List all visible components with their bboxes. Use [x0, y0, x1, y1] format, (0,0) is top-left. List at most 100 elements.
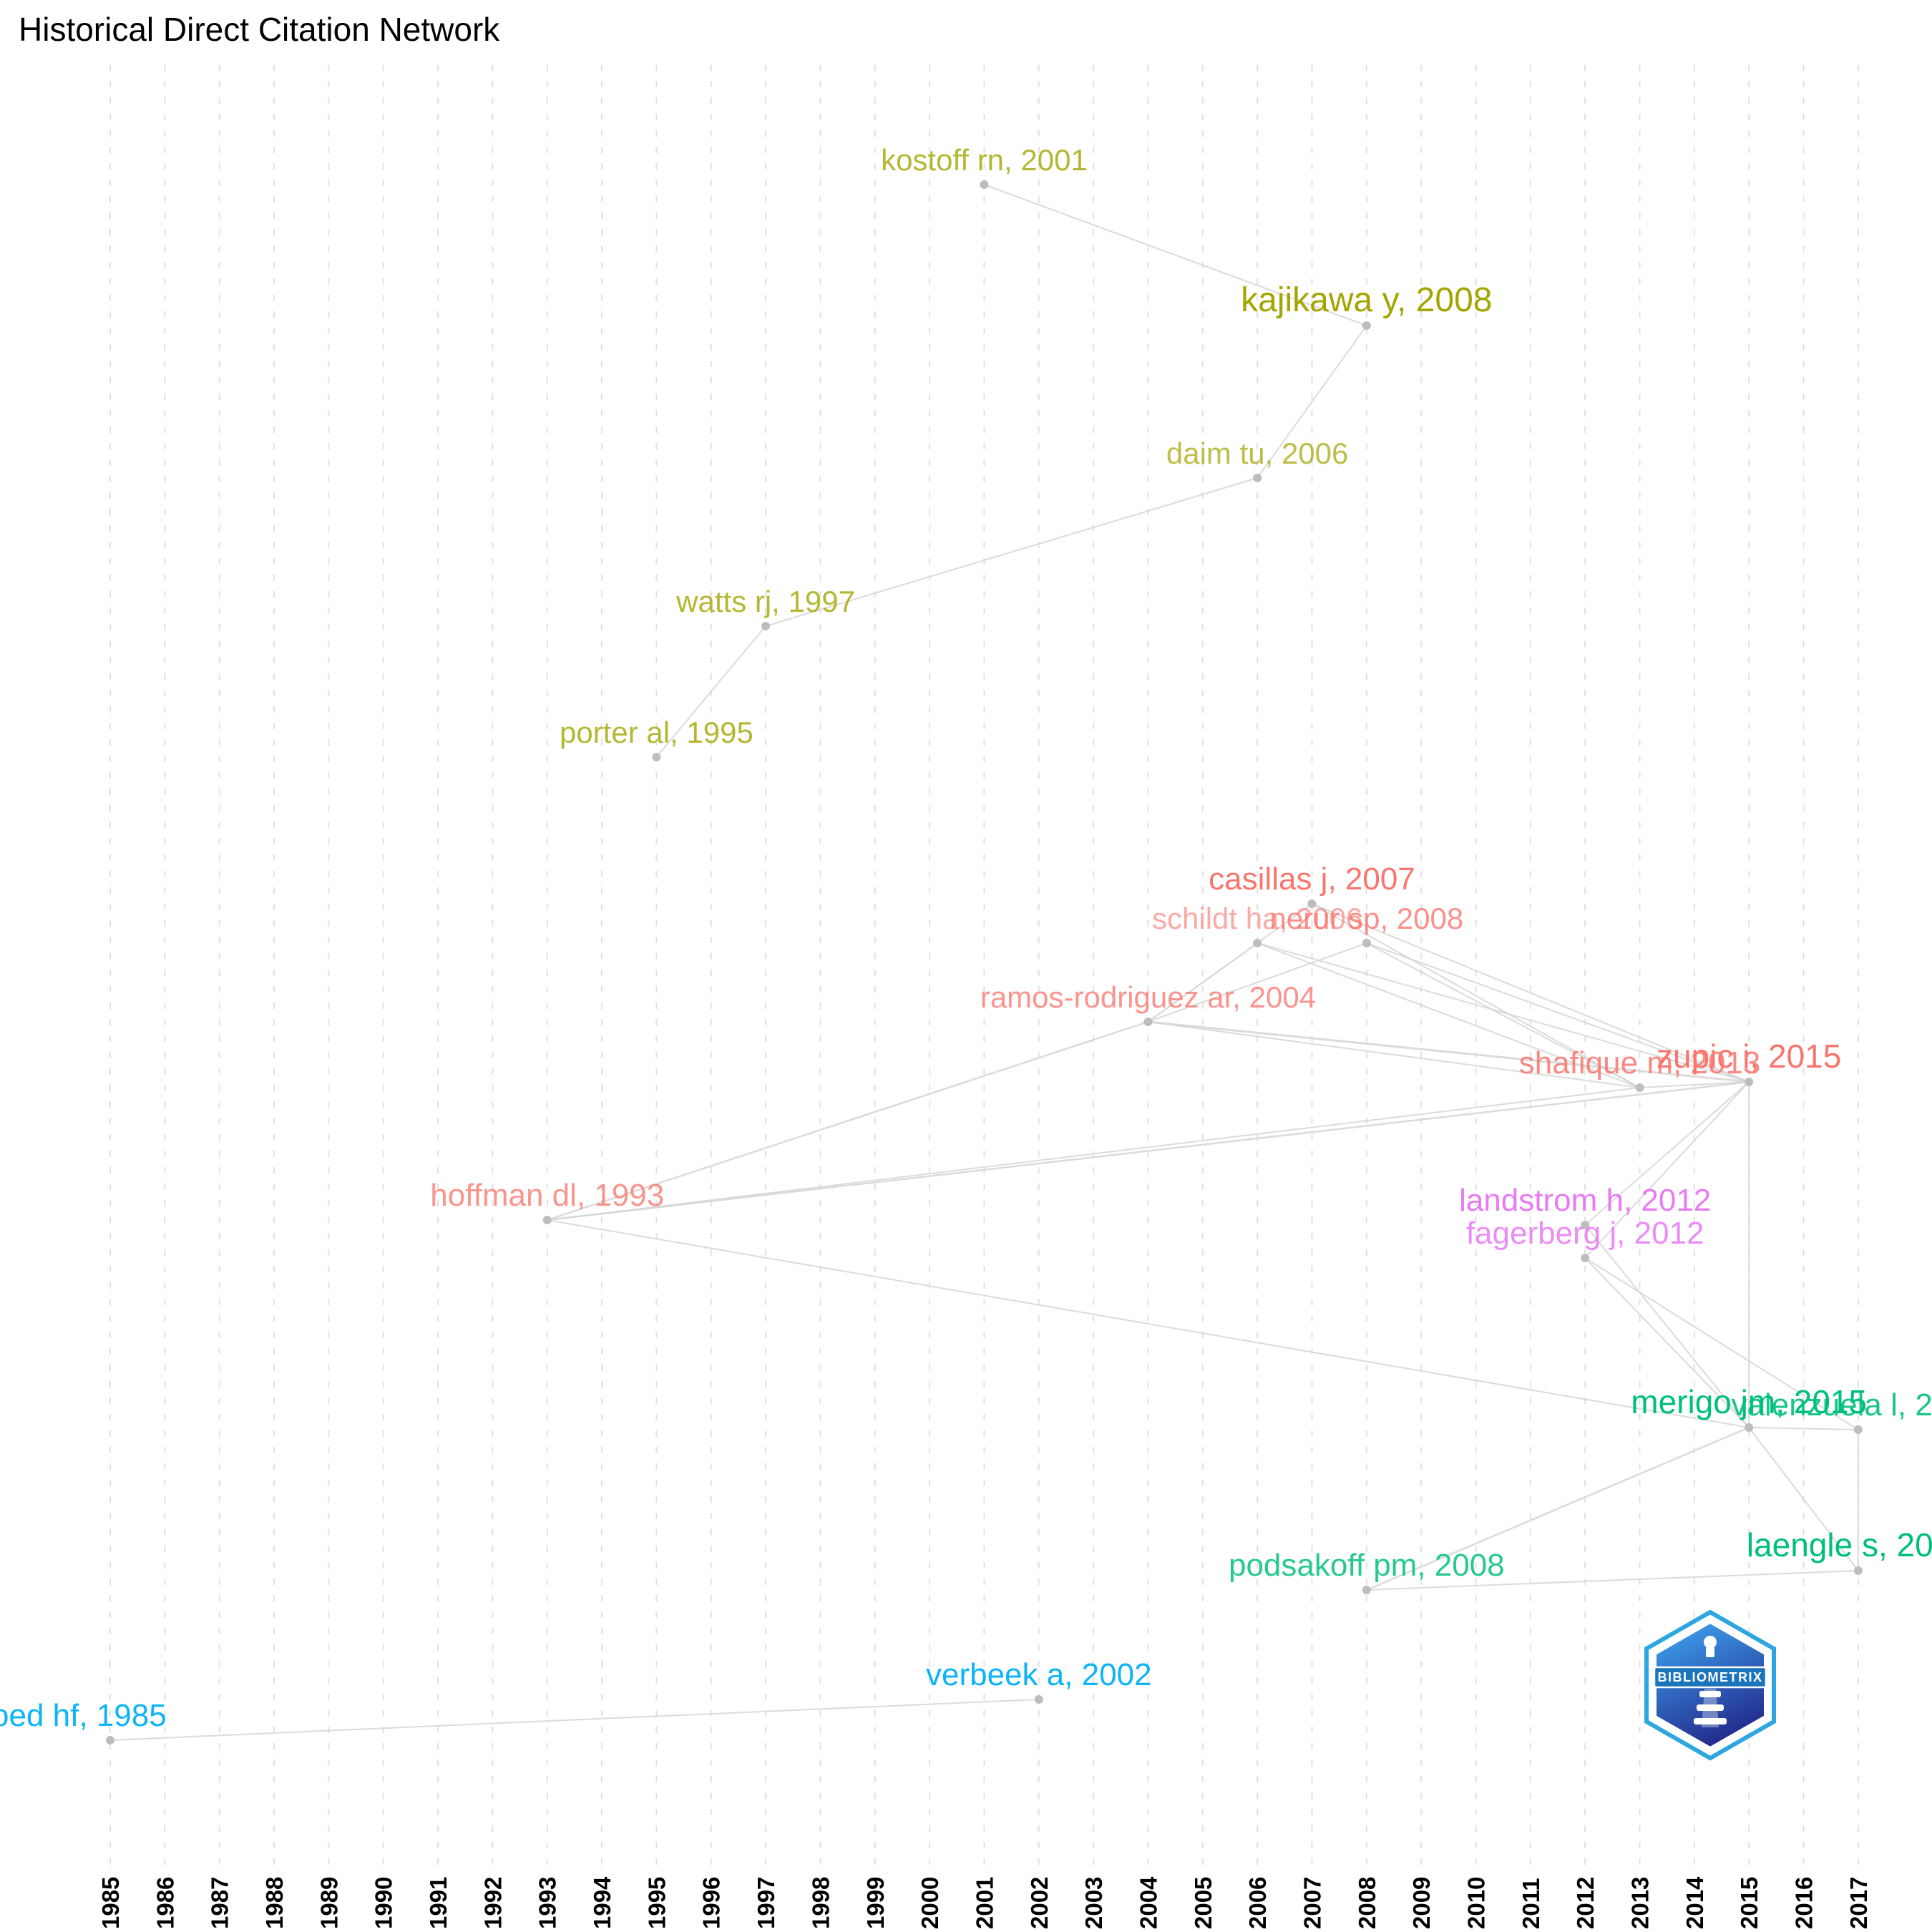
citation-edge [1748, 1427, 1859, 1571]
node-dot [1307, 899, 1317, 908]
node-label: fagerberg j, 2012 [1466, 1216, 1704, 1251]
axis-tick-label: 1997 [753, 1877, 779, 1929]
axis-tick-label: 2009 [1408, 1877, 1435, 1929]
citation-edge [1148, 1020, 1750, 1083]
axis-tick-label: 2003 [1080, 1877, 1107, 1929]
node-label: watts rj, 1997 [675, 585, 855, 618]
axis-tick-label: 2008 [1354, 1877, 1380, 1929]
axis-tick-label: 2013 [1627, 1877, 1654, 1929]
node-layer [106, 180, 1863, 1745]
citation-edge [1639, 1081, 1750, 1088]
citation-edge [1584, 1081, 1750, 1226]
node-dot [1253, 474, 1262, 482]
citation-edge [1312, 903, 1750, 1083]
node-dot [1362, 1586, 1371, 1594]
axis-tick-layer: 1985 1986 1987 1988 1989 1990 1991 1992 1993 1994… [97, 1876, 1872, 1929]
axis-tick-label: 1985 [97, 1877, 124, 1929]
citation-edge [1584, 1257, 1750, 1428]
node-label: ramos-rodriguez ar, 2004 [980, 980, 1316, 1014]
citation-edge [1257, 325, 1367, 479]
citation-edge [547, 1020, 1148, 1221]
bibliometrix-logo: BIBLIOMETRIX [1644, 1609, 1776, 1761]
node-label: porter al, 1995 [560, 716, 753, 749]
node-dot [1581, 1221, 1590, 1229]
node-dot [1745, 1423, 1754, 1432]
axis-tick-label: 1989 [316, 1877, 342, 1929]
axis-tick-label: 1998 [807, 1877, 834, 1929]
axis-tick-label: 2002 [1026, 1877, 1053, 1929]
axis-tick-label: 2000 [917, 1877, 943, 1929]
citation-edge [1147, 903, 1313, 1023]
node-dot [1143, 1018, 1153, 1026]
node-label: casillas j, 2007 [1209, 862, 1415, 897]
citation-edge [765, 477, 1258, 627]
citation-edge [1584, 1257, 1859, 1430]
node-label: landstrom h, 2012 [1459, 1183, 1711, 1218]
node-label: nerur sp, 2008 [1269, 902, 1463, 935]
citation-edge [547, 1219, 1750, 1428]
citation-edge [109, 1699, 1039, 1741]
node-label: podsakoff pm, 2008 [1229, 1548, 1505, 1583]
node-dot [652, 753, 661, 761]
node-label: merigo jm, 2015 [1631, 1383, 1867, 1420]
axis-tick-label: 1995 [643, 1877, 670, 1929]
citation-edge [984, 184, 1367, 326]
axis-tick-label: 2017 [1845, 1877, 1872, 1929]
citation-edge [1257, 942, 1640, 1088]
node-label: laengle s, 2017 [1747, 1526, 1932, 1563]
axis-tick-label: 1991 [425, 1877, 452, 1929]
axis-tick-label: 1987 [207, 1877, 233, 1929]
node-label: verbeek a, 2002 [926, 1657, 1152, 1692]
node-dot [1253, 939, 1262, 947]
citation-edge [1148, 942, 1367, 1023]
axis-tick-label: 2004 [1135, 1876, 1161, 1929]
citation-edge [1366, 942, 1640, 1088]
node-dot [106, 1736, 114, 1745]
axis-tick-label: 2010 [1463, 1877, 1490, 1929]
citation-edge [1584, 1081, 1750, 1259]
node-dot [1362, 939, 1371, 947]
axis-tick-label: 2011 [1518, 1878, 1544, 1929]
grid-layer [109, 64, 1859, 1869]
axis-tick-label: 1993 [535, 1877, 561, 1929]
node-dot [1034, 1695, 1043, 1704]
axis-tick-label: 2006 [1244, 1877, 1271, 1929]
axis-tick-label: 1986 [152, 1877, 178, 1929]
axis-tick-label: 1996 [698, 1877, 725, 1929]
edge-layer [109, 184, 1859, 1741]
lighthouse-icon [1694, 1636, 1727, 1727]
citation-edge [547, 1087, 1640, 1221]
citation-edge [1148, 1021, 1640, 1088]
axis-tick-label: 2016 [1791, 1877, 1818, 1929]
node-dot [1745, 1078, 1754, 1086]
axis-tick-label: 2005 [1190, 1877, 1216, 1929]
node-dot [761, 622, 771, 630]
axis-tick-label: 1999 [862, 1877, 889, 1929]
node-label: kajikawa y, 2008 [1241, 281, 1492, 319]
node-dot [1362, 321, 1371, 330]
node-dot [1635, 1083, 1644, 1092]
node-label: daim tu, 2006 [1166, 436, 1349, 470]
citation-edge [1584, 1224, 1750, 1428]
citation-edge [1366, 1570, 1858, 1591]
citation-edge [1366, 1426, 1750, 1591]
label-layer: moed hf, 1985 verbeek a, 2002 porter al, 1… [0, 143, 1932, 1733]
axis-tick-label: 2015 [1736, 1877, 1762, 1929]
citation-edge [1366, 942, 1750, 1083]
axis-tick-label: 2001 [971, 1877, 997, 1929]
node-dot [1853, 1425, 1863, 1434]
axis-tick-label: 1990 [371, 1877, 397, 1929]
axis-tick-label: 1988 [261, 1877, 288, 1929]
logo-banner [1653, 1666, 1767, 1689]
node-label: moed hf, 1985 [0, 1698, 167, 1733]
node-label: kostoff rn, 2001 [881, 143, 1088, 177]
node-label: hoffman dl, 1993 [430, 1178, 664, 1213]
citation-edge [1257, 942, 1750, 1083]
node-dot [980, 180, 989, 189]
axis-tick-label: 1994 [589, 1876, 615, 1929]
node-dot [1581, 1254, 1590, 1262]
citation-edge [1749, 1427, 1858, 1430]
citation-edge [655, 625, 766, 758]
node-label: zupic i, 2015 [1657, 1038, 1841, 1075]
